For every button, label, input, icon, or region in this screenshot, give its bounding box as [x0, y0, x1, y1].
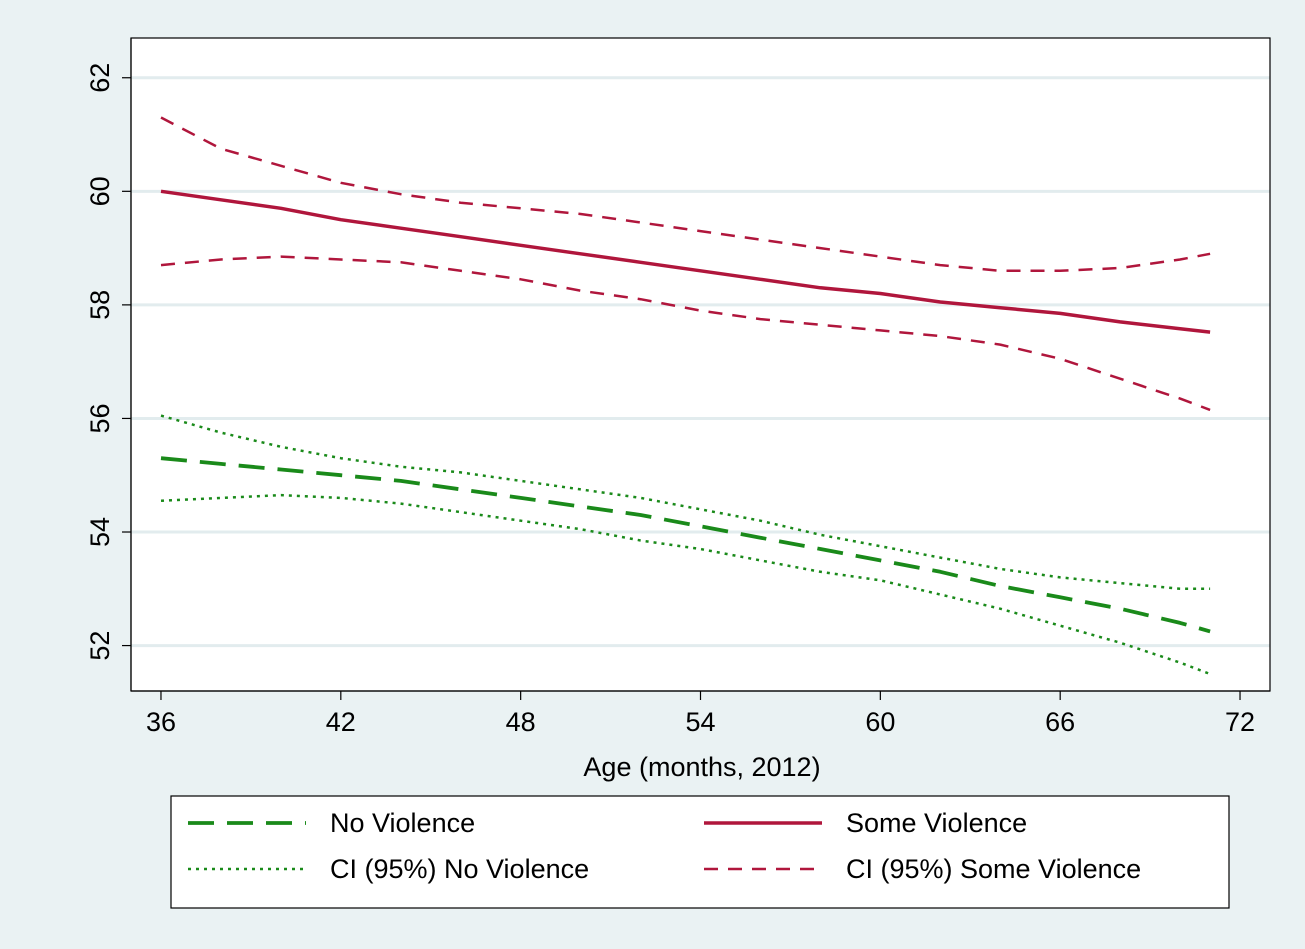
- legend-label-ci-95-no-violence: CI (95%) No Violence: [330, 854, 589, 884]
- series-layer: [160, 116, 1211, 676]
- x-tick-label: 60: [865, 707, 895, 737]
- series-line-some-violence: [160, 189, 1211, 334]
- y-tick-label: 54: [85, 517, 115, 547]
- x-tick-label: 36: [146, 707, 176, 737]
- legend-label-ci-95-some-violence: CI (95%) Some Violence: [846, 854, 1141, 884]
- x-tick-label: 66: [1045, 707, 1075, 737]
- y-tick-label: 56: [85, 403, 115, 433]
- grid-lines: [131, 76, 1270, 648]
- series-line-ci-95-no-violence-upper: [160, 414, 1211, 591]
- x-tick-label: 42: [326, 707, 356, 737]
- x-axis-title: Age (months, 2012): [583, 752, 820, 782]
- x-tick-label: 54: [685, 707, 715, 737]
- x-tick-label: 48: [506, 707, 536, 737]
- plot-area: [131, 38, 1270, 691]
- x-tick-label: 72: [1225, 707, 1255, 737]
- series-line-ci-95-some-violence-lower: [160, 255, 1211, 412]
- legend-label-some-violence: Some Violence: [846, 808, 1027, 838]
- y-tick-label: 62: [85, 63, 115, 93]
- x-axis: 36 42 48 54 60 66 72: [131, 690, 1270, 737]
- series-line-ci-95-some-violence-upper: [160, 116, 1211, 273]
- legend-label-no-violence: No Violence: [330, 808, 475, 838]
- legend-box: [170, 795, 1230, 909]
- y-tick-label: 52: [85, 631, 115, 661]
- y-tick-label: 58: [85, 290, 115, 320]
- series-line-no-violence: [160, 456, 1211, 634]
- y-tick-label: 60: [85, 176, 115, 206]
- legend: No Violence Some Violence CI (95%) No Viol…: [170, 795, 1230, 909]
- y-axis: 52 54 56 58 60 62: [85, 38, 132, 691]
